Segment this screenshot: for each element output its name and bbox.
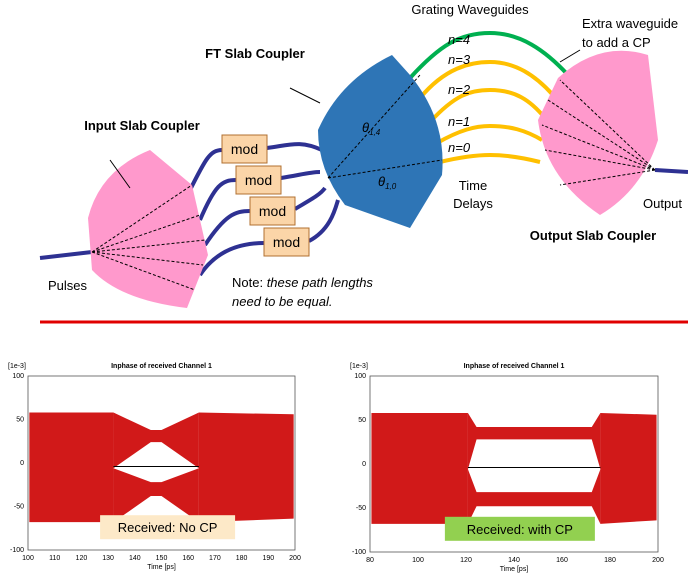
ft-slab-label: FT Slab Coupler (205, 46, 305, 61)
x-tick-label: 100 (22, 555, 34, 562)
output-label: Output (643, 196, 682, 211)
output-slab-label: Output Slab Coupler (530, 228, 656, 243)
input-slab (88, 150, 208, 308)
order-label: n=0 (448, 140, 471, 155)
x-tick-label: 150 (156, 555, 168, 562)
page: mod mod mod mod Grating Waveguides Extra wa… (0, 0, 688, 578)
y-tick-label: -50 (14, 504, 24, 511)
input-slab-label: Input Slab Coupler (84, 118, 200, 133)
pulses-label: Pulses (48, 278, 88, 293)
eye-trace (29, 413, 113, 523)
note-prefix: Note: (232, 275, 267, 290)
x-tick-label: 100 (412, 557, 424, 564)
eye-trace (371, 413, 467, 524)
modulator-label: mod (231, 141, 258, 157)
x-tick-label: 120 (460, 557, 472, 564)
x-tick-label: 130 (102, 555, 114, 562)
x-tick-label: 140 (129, 555, 141, 562)
x-tick-label: 190 (262, 555, 274, 562)
plot-scale: [1e-3] (8, 363, 26, 370)
x-tick-label: 170 (209, 555, 221, 562)
x-tick-label: 140 (508, 557, 520, 564)
x-tick-label: 120 (76, 555, 88, 562)
badge-text: Received: No CP (118, 520, 218, 535)
x-tick-label: 110 (49, 555, 60, 562)
x-tick-label: 180 (236, 555, 248, 562)
extra-label: to add a CP (582, 35, 651, 50)
note-text: need to be equal. (232, 294, 332, 309)
plot-scale: [1e-3] (350, 363, 368, 370)
note: Note: these path lengths (232, 275, 373, 290)
grating-label: Grating Waveguides (411, 2, 529, 17)
extra-label: Extra waveguide (582, 16, 678, 31)
eye-trace (600, 413, 656, 524)
y-tick-label: 50 (16, 417, 24, 424)
angle-symbol: θ (378, 174, 385, 189)
figure: mod mod mod mod Grating Waveguides Extra wa… (0, 0, 688, 578)
modulator-label: mod (259, 203, 286, 219)
angle-subscript: 1,4 (369, 128, 381, 137)
output-slab (538, 51, 658, 215)
y-tick-label: -100 (352, 549, 366, 556)
order-label: n=1 (448, 114, 470, 129)
order-label: n=2 (448, 82, 471, 97)
x-tick-label: 200 (289, 555, 301, 562)
y-tick-label: 100 (12, 373, 24, 380)
eye-trace (199, 413, 294, 523)
x-tick-label: 160 (182, 555, 194, 562)
angle-subscript: 1,0 (385, 182, 397, 191)
y-tick-label: 50 (358, 417, 366, 424)
x-tick-label: 200 (652, 557, 664, 564)
x-tick-label: 180 (604, 557, 616, 564)
y-tick-label: 100 (354, 373, 366, 380)
x-tick-label: 80 (366, 557, 374, 564)
modulator-label: mod (245, 172, 272, 188)
time-delays-label: Delays (453, 196, 493, 211)
y-tick-label: -50 (356, 505, 366, 512)
y-tick-label: -100 (10, 547, 24, 554)
plot-title: Inphase of received Channel 1 (111, 363, 212, 370)
order-label: n=4 (448, 32, 470, 47)
note-text: these path lengths (267, 275, 374, 290)
angle-symbol: θ (362, 120, 369, 135)
order-label: n=3 (448, 52, 471, 67)
x-axis-label: Time [ps] (500, 566, 529, 573)
y-tick-label: 0 (20, 460, 24, 467)
x-tick-label: 160 (556, 557, 568, 564)
modulator-label: mod (273, 234, 300, 250)
plot-title: Inphase of received Channel 1 (464, 363, 565, 370)
y-tick-label: 0 (362, 461, 366, 468)
time-delays-label: Time (459, 178, 487, 193)
x-axis-label: Time [ps] (147, 564, 176, 571)
badge-text: Received: with CP (467, 522, 573, 537)
